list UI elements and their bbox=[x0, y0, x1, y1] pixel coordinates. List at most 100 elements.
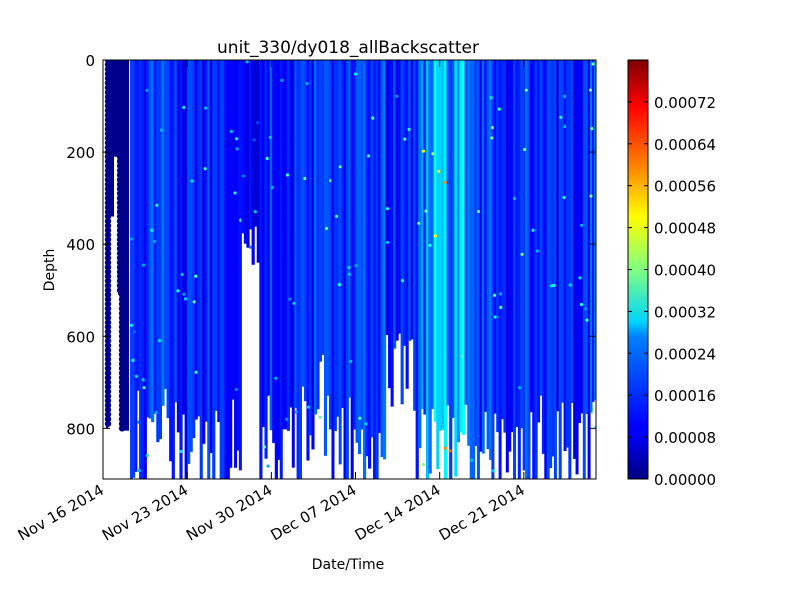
data-point bbox=[364, 422, 368, 426]
data-point bbox=[118, 190, 126, 197]
data-stripe bbox=[143, 60, 147, 479]
data-point bbox=[118, 379, 126, 386]
data-point bbox=[118, 125, 126, 133]
data-stripe bbox=[587, 60, 591, 479]
data-point bbox=[371, 116, 375, 120]
data-stripe bbox=[476, 60, 480, 479]
data-stripe bbox=[491, 60, 495, 479]
data-point bbox=[118, 130, 126, 137]
data-stripe bbox=[464, 60, 468, 405]
data-point bbox=[253, 210, 257, 214]
data-point bbox=[105, 171, 113, 179]
data-point bbox=[104, 254, 112, 262]
data-point bbox=[118, 273, 126, 280]
data-point bbox=[552, 283, 556, 287]
data-point bbox=[132, 330, 137, 334]
data-point bbox=[588, 88, 593, 92]
data-stripe bbox=[336, 60, 340, 417]
data-point bbox=[347, 272, 351, 276]
data-point bbox=[118, 93, 126, 101]
data-stripe bbox=[469, 60, 473, 479]
data-point bbox=[118, 397, 126, 404]
data-point bbox=[118, 342, 126, 349]
data-point bbox=[118, 116, 126, 124]
data-point bbox=[104, 305, 112, 312]
data-point bbox=[105, 102, 113, 110]
data-point bbox=[104, 263, 112, 271]
data-point bbox=[104, 277, 112, 285]
data-point bbox=[105, 158, 113, 165]
data-stripe bbox=[561, 60, 565, 403]
data-point bbox=[105, 70, 113, 78]
data-point bbox=[118, 323, 126, 331]
data-point bbox=[563, 124, 567, 129]
data-stripe bbox=[243, 60, 248, 244]
data-point bbox=[105, 204, 113, 211]
data-point bbox=[104, 388, 112, 395]
x-tick-label: Dec 14 2014 bbox=[352, 481, 444, 545]
data-point bbox=[118, 222, 126, 229]
data-point bbox=[424, 209, 428, 213]
data-point bbox=[118, 176, 126, 183]
chart-title: unit_330/dy018_allBackscatter bbox=[217, 38, 479, 58]
data-point bbox=[192, 300, 196, 304]
data-point bbox=[104, 397, 112, 404]
data-point bbox=[354, 264, 358, 268]
x-axis-label: Date/Time bbox=[312, 557, 384, 573]
data-stripe bbox=[503, 60, 507, 433]
profile-10 bbox=[217, 60, 243, 479]
data-point bbox=[285, 173, 290, 177]
data-point bbox=[234, 137, 239, 141]
data-point bbox=[142, 386, 146, 390]
data-stripe bbox=[365, 60, 369, 457]
data-point bbox=[118, 425, 126, 432]
data-stripe bbox=[326, 60, 330, 396]
data-point bbox=[118, 351, 126, 358]
data-stripe bbox=[286, 60, 290, 431]
data-stripe bbox=[321, 60, 325, 355]
data-point bbox=[183, 297, 188, 301]
data-point bbox=[531, 228, 535, 232]
plot-frame bbox=[102, 59, 597, 480]
data-stripe bbox=[289, 60, 293, 408]
data-stripe bbox=[563, 60, 567, 452]
data-point bbox=[104, 296, 112, 303]
data-stripe bbox=[537, 60, 541, 423]
data-point bbox=[489, 96, 493, 100]
data-stripe bbox=[259, 60, 263, 479]
data-stripe bbox=[132, 60, 136, 478]
data-point bbox=[104, 383, 112, 391]
data-stripe bbox=[348, 60, 352, 398]
data-stripe bbox=[269, 60, 273, 431]
data-point bbox=[248, 245, 252, 249]
data-point bbox=[334, 214, 339, 218]
y-axis-label: Depth bbox=[42, 249, 58, 292]
data-point bbox=[104, 231, 112, 239]
data-point bbox=[400, 278, 405, 283]
data-point bbox=[118, 153, 126, 160]
data-point bbox=[490, 136, 494, 140]
data-stripe bbox=[525, 60, 529, 479]
data-point bbox=[522, 147, 527, 152]
x-tick-label: Dec 21 2014 bbox=[436, 481, 528, 545]
data-point bbox=[563, 94, 567, 99]
data-point bbox=[428, 243, 432, 248]
data-stripe bbox=[405, 60, 409, 389]
data-stripe bbox=[383, 60, 387, 460]
data-point bbox=[568, 283, 572, 287]
data-point bbox=[118, 112, 126, 119]
data-point bbox=[105, 135, 113, 142]
data-point bbox=[104, 227, 112, 234]
data-stripe bbox=[582, 60, 586, 479]
data-stripe bbox=[224, 60, 228, 479]
data-point bbox=[105, 61, 113, 68]
data-point bbox=[118, 240, 126, 248]
data-point bbox=[105, 112, 113, 119]
data-stripe bbox=[498, 60, 502, 479]
data-stripe bbox=[209, 60, 213, 453]
data-stripe bbox=[303, 60, 308, 402]
data-stripe bbox=[368, 60, 372, 469]
data-stripe bbox=[479, 60, 483, 452]
data-point bbox=[155, 203, 159, 207]
data-point bbox=[104, 374, 112, 381]
